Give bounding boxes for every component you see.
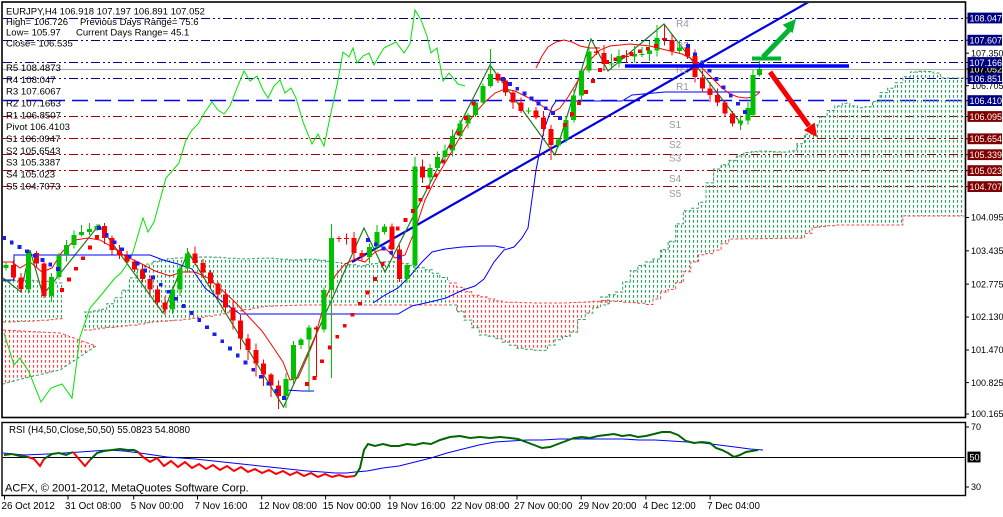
svg-text:107.166: 107.166 [970,58,1003,68]
svg-text:4 Dec 12:00: 4 Dec 12:00 [643,501,696,512]
svg-text:31 Oct 08:00: 31 Oct 08:00 [65,501,122,512]
svg-text:S5: S5 [669,189,682,200]
svg-text:7 Nov 16:00: 7 Nov 16:00 [195,501,248,512]
svg-text:105.339: 105.339 [970,150,1003,160]
svg-text:RSI (H4,50,Close,50,50) 55.082: RSI (H4,50,Close,50,50) 55.0823 54.8080 [9,425,191,436]
svg-text:107.052: 107.052 [970,64,1003,74]
svg-text:R1: R1 [676,82,689,93]
svg-text:R3: R3 [676,41,689,52]
svg-text:102.130: 102.130 [971,312,1003,322]
svg-text:Previous Days Range= 75.6: Previous Days Range= 75.6 [80,17,199,28]
svg-text:103.435: 103.435 [971,246,1003,256]
svg-text:High= 106.726: High= 106.726 [6,17,68,28]
svg-text:108.047: 108.047 [970,13,1003,23]
svg-text:ACFX, © 2001-2012, MetaQuotes: ACFX, © 2001-2012, MetaQuotes Software C… [5,483,249,495]
svg-text:15 Nov 00:00: 15 Nov 00:00 [323,501,382,512]
svg-text:102.775: 102.775 [971,279,1003,289]
svg-text:100.165: 100.165 [971,409,1003,419]
svg-text:106.410: 106.410 [970,96,1003,106]
svg-text:101.470: 101.470 [971,345,1003,355]
svg-text:S4: S4 [669,174,682,185]
svg-text:70: 70 [971,422,981,432]
svg-text:S2 105.6543: S2 105.6543 [6,146,60,157]
svg-text:S2: S2 [669,140,682,151]
svg-text:26 Oct 2012: 26 Oct 2012 [2,501,55,512]
svg-text:R2 107.1663: R2 107.1663 [6,99,61,110]
svg-text:100.825: 100.825 [971,378,1003,388]
svg-text:7 Dec 04:00: 7 Dec 04:00 [707,501,760,512]
svg-text:R2: R2 [676,65,689,76]
svg-text:19 Nov 16:00: 19 Nov 16:00 [387,501,446,512]
svg-text:S5 104.7073: S5 104.7073 [6,181,60,192]
svg-text:29 Nov 20:00: 29 Nov 20:00 [578,501,637,512]
svg-text:R3 107.6067: R3 107.6067 [6,87,61,98]
svg-text:106.095: 106.095 [970,112,1003,122]
svg-text:105.023: 105.023 [970,166,1003,176]
svg-text:R5 108.4873: R5 108.4873 [6,63,61,74]
svg-text:104.095: 104.095 [971,213,1003,223]
svg-text:104.707: 104.707 [970,182,1003,192]
svg-text:Current Days Range= 45.1: Current Days Range= 45.1 [76,28,189,39]
svg-text:S1 106.0947: S1 106.0947 [6,134,60,145]
svg-text:Pivot 106.4103: Pivot 106.4103 [6,122,70,133]
svg-text:5 Nov 00:00: 5 Nov 00:00 [131,501,184,512]
svg-text:30: 30 [971,482,981,492]
svg-text:R1 106.8507: R1 106.8507 [6,110,61,121]
svg-text:107.350: 107.350 [971,48,1003,58]
svg-text:Low= 105.97: Low= 105.97 [6,28,61,39]
svg-text:50: 50 [970,452,980,462]
svg-text:27 Nov 00:00: 27 Nov 00:00 [514,501,573,512]
svg-text:R4 108.047: R4 108.047 [6,75,56,86]
svg-text:Close= 106.535: Close= 106.535 [6,39,73,50]
svg-text:12 Nov 08:00: 12 Nov 08:00 [259,501,318,512]
svg-text:105.654: 105.654 [970,134,1003,144]
svg-text:S3: S3 [669,154,682,165]
svg-text:106.705: 106.705 [971,81,1003,91]
svg-text:S4 105.023: S4 105.023 [6,170,55,181]
svg-text:EURJPY,H4 106.918 107.197 106: EURJPY,H4 106.918 107.197 106.891 107.05… [6,7,205,18]
svg-text:S1: S1 [669,120,682,131]
svg-text:106.851: 106.851 [970,74,1003,84]
svg-text:R4: R4 [676,19,689,30]
svg-text:S3 105.3387: S3 105.3387 [6,158,60,169]
svg-text:107.607: 107.607 [970,36,1003,46]
svg-text:22 Nov 08:00: 22 Nov 08:00 [451,501,510,512]
